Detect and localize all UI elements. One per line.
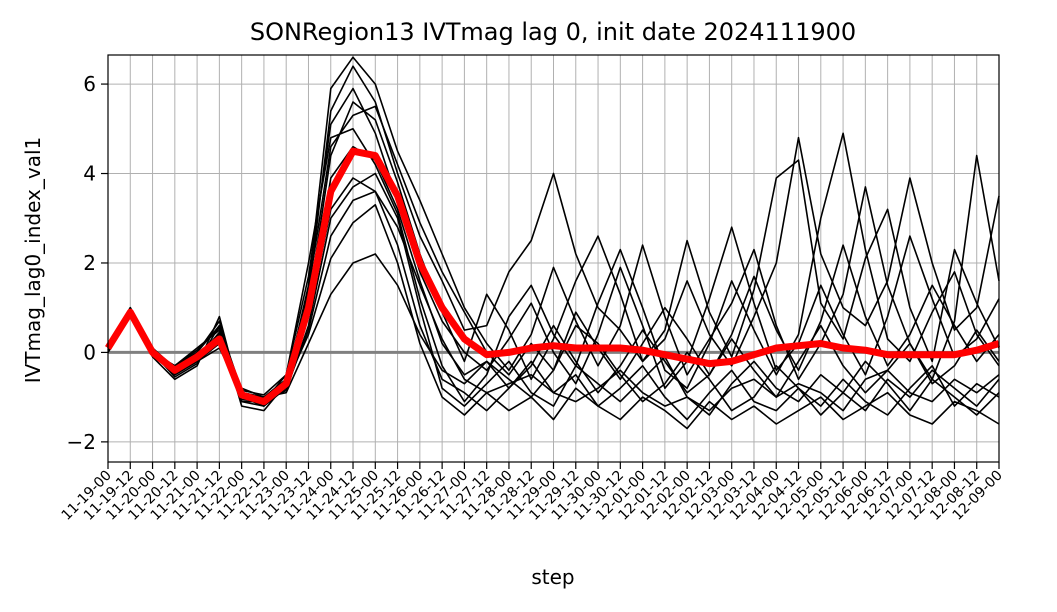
y-tick-label: 4 xyxy=(83,162,96,186)
ensemble-member-line xyxy=(107,56,1000,412)
ensemble-mean-line xyxy=(105,147,1001,406)
chart-title: SONRegion13 IVTmag lag 0, init date 2024… xyxy=(250,18,856,46)
ensemble-member-line xyxy=(107,204,1000,430)
y-tick-label: 6 xyxy=(83,72,96,96)
y-tick-label: −2 xyxy=(67,430,96,454)
ensemble-mean-group xyxy=(105,147,1001,406)
y-axis: −2 0 2 4 6 xyxy=(67,72,108,454)
y-tick-label: 2 xyxy=(83,251,96,275)
ensemble-member-line xyxy=(107,177,1000,421)
x-axis-label: step xyxy=(531,565,574,589)
y-axis-label: IVTmag_lag0_index_val1 xyxy=(21,137,45,384)
y-tick-label: 0 xyxy=(83,340,96,364)
x-axis: 11-19-0011-19-1211-20-0011-20-1211-21-00… xyxy=(59,462,1006,524)
